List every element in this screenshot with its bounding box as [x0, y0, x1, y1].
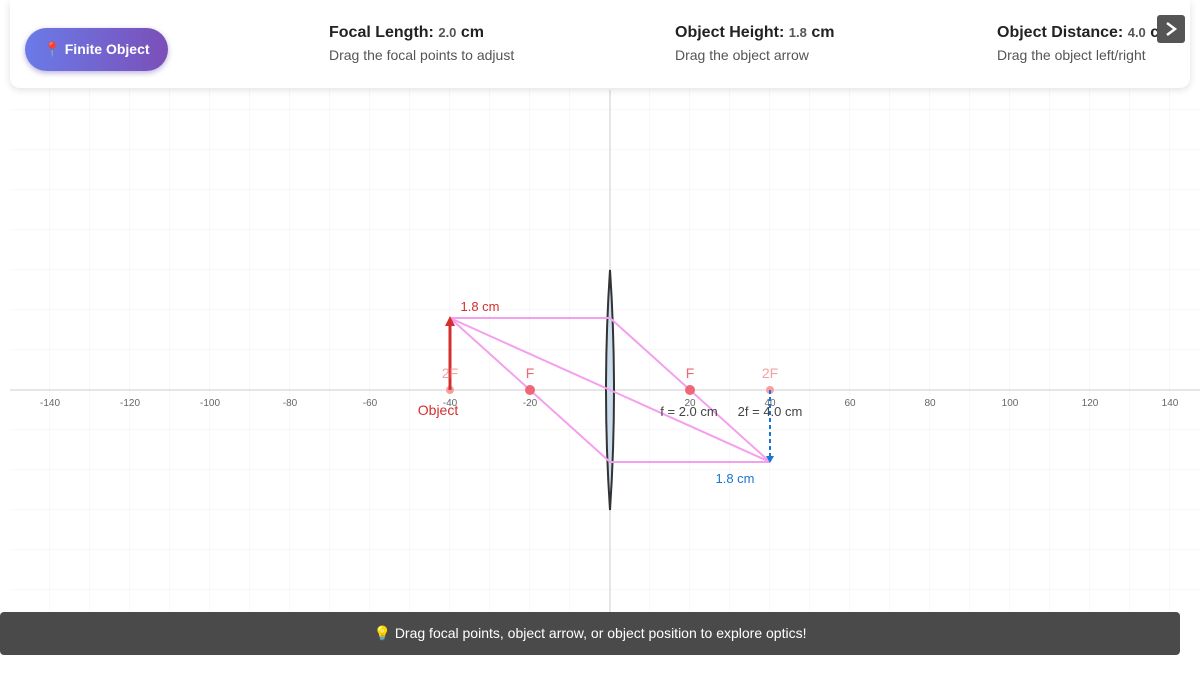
param-value: 4.0: [1127, 25, 1146, 40]
hint-banner: 💡 Drag focal points, object arrow, or ob…: [0, 612, 1180, 655]
param: Focal Length: 2.0 cm Drag the focal point…: [329, 24, 514, 63]
rays: [449, 317, 771, 463]
axis-tick-label: 80: [924, 398, 936, 409]
param-hint: Drag the object left/right: [997, 47, 1146, 63]
toggle-button[interactable]: [1157, 15, 1185, 43]
axis-tick-label: -20: [523, 398, 538, 409]
double-focal-label: 2f = 4.0 cm: [738, 404, 803, 419]
axis-tick-label: -40: [443, 398, 458, 409]
toggle-icon: [1166, 22, 1178, 36]
param-label: Object Height:: [675, 24, 785, 41]
image-arrow-head: [766, 456, 774, 463]
axis-tick-label: -120: [120, 398, 140, 409]
axis-tick-label: 100: [1002, 398, 1019, 409]
param-value: 2.0: [438, 25, 457, 40]
param-unit: cm: [460, 24, 484, 41]
axis-tick-label: -100: [200, 398, 220, 409]
mode-button[interactable]: 📍 Finite Object: [25, 28, 168, 71]
axis-tick-label: -140: [40, 398, 60, 409]
focal-length-label: f = 2.0 cm: [660, 404, 717, 419]
focal-label: F: [686, 365, 695, 381]
object-label: Object: [418, 402, 459, 418]
axis-tick-label: 120: [1082, 398, 1099, 409]
param-hint: Drag the focal points to adjust: [329, 47, 515, 63]
param: Object Height: 1.8 cm Drag the object arr…: [675, 24, 834, 63]
image-height-label: 1.8 cm: [715, 471, 754, 486]
param-label: Focal Length:: [329, 24, 434, 41]
toolbar: 📍 Finite Object Focal Length: 2.0 cm Drag…: [10, 0, 1190, 88]
axis-tick-label: 60: [844, 398, 856, 409]
axis-tick-label: -60: [363, 398, 378, 409]
object-arrow-head: [445, 316, 455, 326]
param-label: Object Distance:: [997, 24, 1124, 41]
focal-label: 2F: [762, 365, 778, 381]
focal-label: 2F: [442, 365, 458, 381]
grid: [10, 90, 1200, 612]
param-value: 1.8: [788, 25, 807, 40]
axis-tick-label: 40: [764, 398, 776, 409]
f-point[interactable]: [525, 385, 535, 395]
axis-tick-label: 140: [1162, 398, 1179, 409]
param-hint: Drag the object arrow: [675, 47, 809, 63]
axis-tick-label: 20: [684, 398, 696, 409]
param-unit: cm: [811, 24, 835, 41]
object-height-label: 1.8 cm: [460, 299, 499, 314]
axis-tick-label: -80: [283, 398, 298, 409]
f-point[interactable]: [685, 385, 695, 395]
focal-label: F: [526, 365, 535, 381]
